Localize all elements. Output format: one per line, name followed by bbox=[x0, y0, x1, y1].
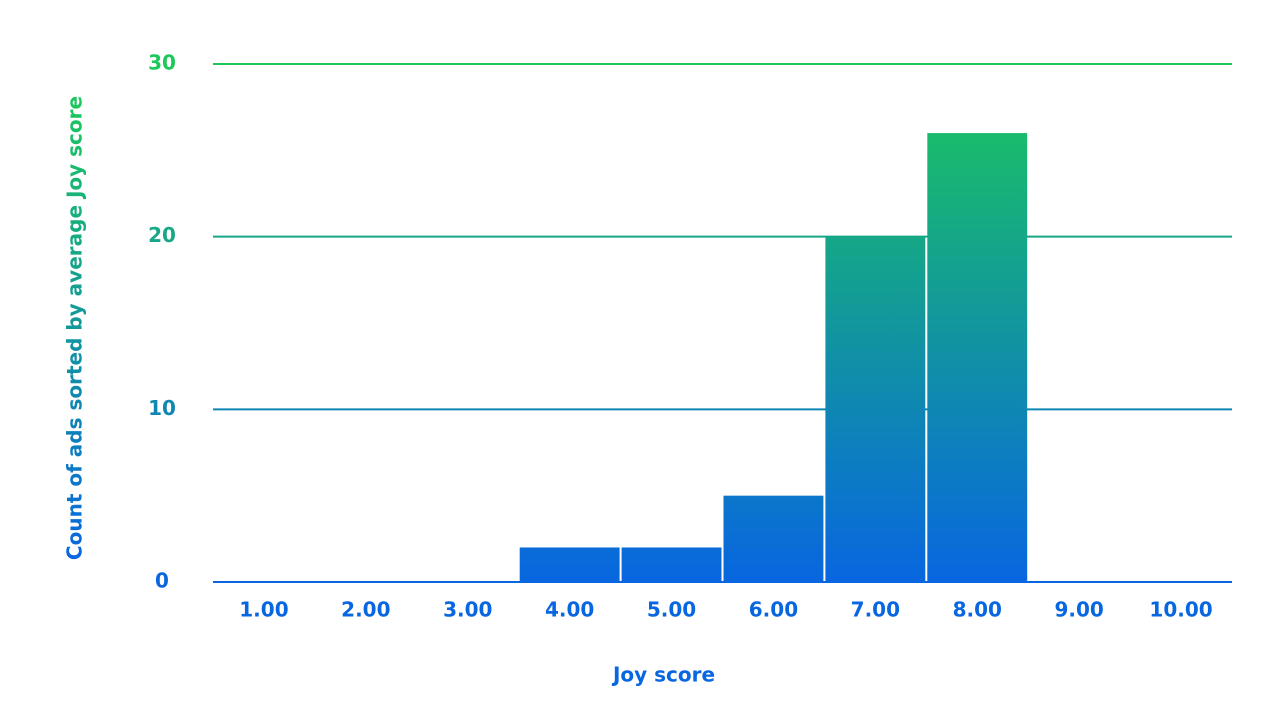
y-tick-label: 10 bbox=[148, 396, 176, 420]
y-tick-label: 30 bbox=[148, 51, 176, 75]
x-tick-label: 6.00 bbox=[749, 598, 798, 622]
x-tick-label: 5.00 bbox=[647, 598, 696, 622]
bar bbox=[825, 236, 926, 582]
bar bbox=[723, 495, 824, 582]
bar bbox=[621, 547, 722, 582]
y-axis-label: Count of ads sorted by average Joy score bbox=[63, 96, 87, 560]
x-tick-label: 1.00 bbox=[239, 598, 288, 622]
x-axis-label: Joy score bbox=[611, 663, 715, 687]
x-tick-label: 3.00 bbox=[443, 598, 492, 622]
x-tick-label: 10.00 bbox=[1149, 598, 1212, 622]
bar bbox=[927, 133, 1028, 583]
x-tick-label: 4.00 bbox=[545, 598, 594, 622]
y-tick-label: 20 bbox=[148, 223, 176, 247]
y-tick-label: 0 bbox=[155, 569, 169, 593]
x-tick-label: 8.00 bbox=[953, 598, 1002, 622]
x-tick-label: 2.00 bbox=[341, 598, 390, 622]
bar bbox=[519, 547, 620, 582]
x-tick-label: 7.00 bbox=[851, 598, 900, 622]
x-tick-label: 9.00 bbox=[1054, 598, 1103, 622]
